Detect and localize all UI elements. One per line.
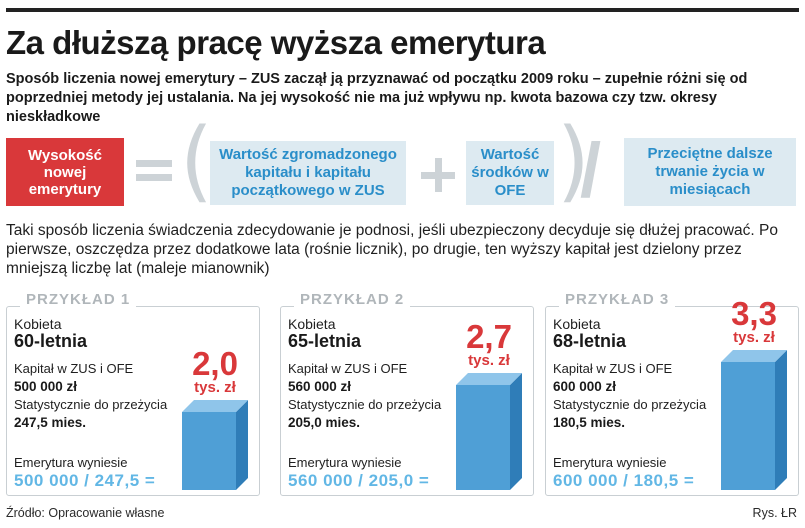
example-capital-label: Kapitał w ZUS i OFE [553,361,673,376]
example-capital-label: Kapitał w ZUS i OFE [288,361,408,376]
example-months: 247,5 mies. [14,415,87,430]
example-age: 68-letnia [553,331,627,351]
example-age: 65-letnia [288,331,362,351]
pension-bar [721,350,787,490]
pension-bar [182,400,248,490]
explanation-paragraph: Taki sposób liczenia świadczenia zdecydo… [6,222,778,277]
pension-bar-top [456,373,522,385]
pension-bar-side [236,400,248,490]
example-woman-label: Kobieta [288,316,336,332]
example-months: 205,0 mies. [288,415,361,430]
formula-capital-box: Wartość zgromadzonego kapitału i kapitał… [210,141,406,205]
pension-bar-top [721,350,787,362]
pension-bar-front [456,385,510,490]
example-calculation: 560 000 / 205,0 = [288,471,430,490]
open-parenthesis: ( [180,108,213,212]
example-pension-label: Emerytura wyniesie [14,455,128,470]
pension-bar-side [775,350,787,490]
pension-bar-front [721,362,775,490]
formula-ofe-label: Wartość środków w OFE [471,146,549,199]
example-capital-label: Kapitał w ZUS i OFE [14,361,134,376]
pension-amount-unit: tys. zł [194,379,236,396]
example-woman-label: Kobieta [14,316,62,332]
pension-amount: 3,3 tys. zł [709,295,799,346]
example-stat-label: Statystycznie do przeżycia [553,397,707,412]
example-header: PRZYKŁAD 3 [559,291,676,308]
example-pension-label: Emerytura wyniesie [288,455,402,470]
example-capital: 560 000 zł [288,379,352,394]
formula-capital-label: Wartość zgromadzonego kapitału i kapitał… [219,146,397,199]
pension-amount: 2,0 tys. zł [170,345,260,396]
pension-amount-value: 2,0 [192,345,238,382]
pension-amount-unit: tys. zł [733,329,775,346]
example-calculation: 600 000 / 180,5 = [553,471,695,490]
formula-life-label: Przeciętne dalsze trwanie życia w miesią… [647,145,773,198]
pension-bar-top [182,400,248,412]
example-stat-label: Statystycznie do przeżycia [288,397,442,412]
example-months: 180,5 mies. [553,415,626,430]
formula-result-box: Wysokość nowej emerytury [6,138,124,206]
example-stat-label: Statystycznie do przeżycia [14,397,168,412]
illustration-credit: Rys. ŁR [752,506,797,520]
pension-amount-unit: tys. zł [468,352,510,369]
equals-sign [136,150,172,190]
example-age: 60-letnia [14,331,88,351]
pension-amount: 2,7 tys. zł [444,318,534,369]
division-slash: / [580,128,602,213]
example-calculation: 500 000 / 247,5 = [14,471,156,490]
example-header: PRZYKŁAD 2 [294,291,411,308]
top-rule [6,8,799,12]
pension-bar-front [182,412,236,490]
pension-amount-value: 2,7 [466,318,512,355]
example-header: PRZYKŁAD 1 [20,291,137,308]
pension-bar [456,373,522,490]
formula-life-box: Przeciętne dalsze trwanie życia w miesią… [624,138,796,206]
pension-bar-side [510,373,522,490]
close-parenthesis: ) [557,108,590,212]
example-woman-label: Kobieta [553,316,601,332]
headline: Za dłuższą pracę wyższa emerytura [6,24,546,61]
plus-sign [421,158,455,192]
formula-result-label: Wysokość nowej emerytury [28,146,102,198]
lead-text: Sposób liczenia nowej emerytury – ZUS za… [6,71,748,125]
example-pension-label: Emerytura wyniesie [553,455,667,470]
source-note: Źródło: Opracowanie własne [6,506,165,520]
formula-ofe-box: Wartość środków w OFE [466,141,554,205]
pension-amount-value: 3,3 [731,295,777,332]
example-capital: 600 000 zł [553,379,617,394]
example-capital: 500 000 zł [14,379,78,394]
